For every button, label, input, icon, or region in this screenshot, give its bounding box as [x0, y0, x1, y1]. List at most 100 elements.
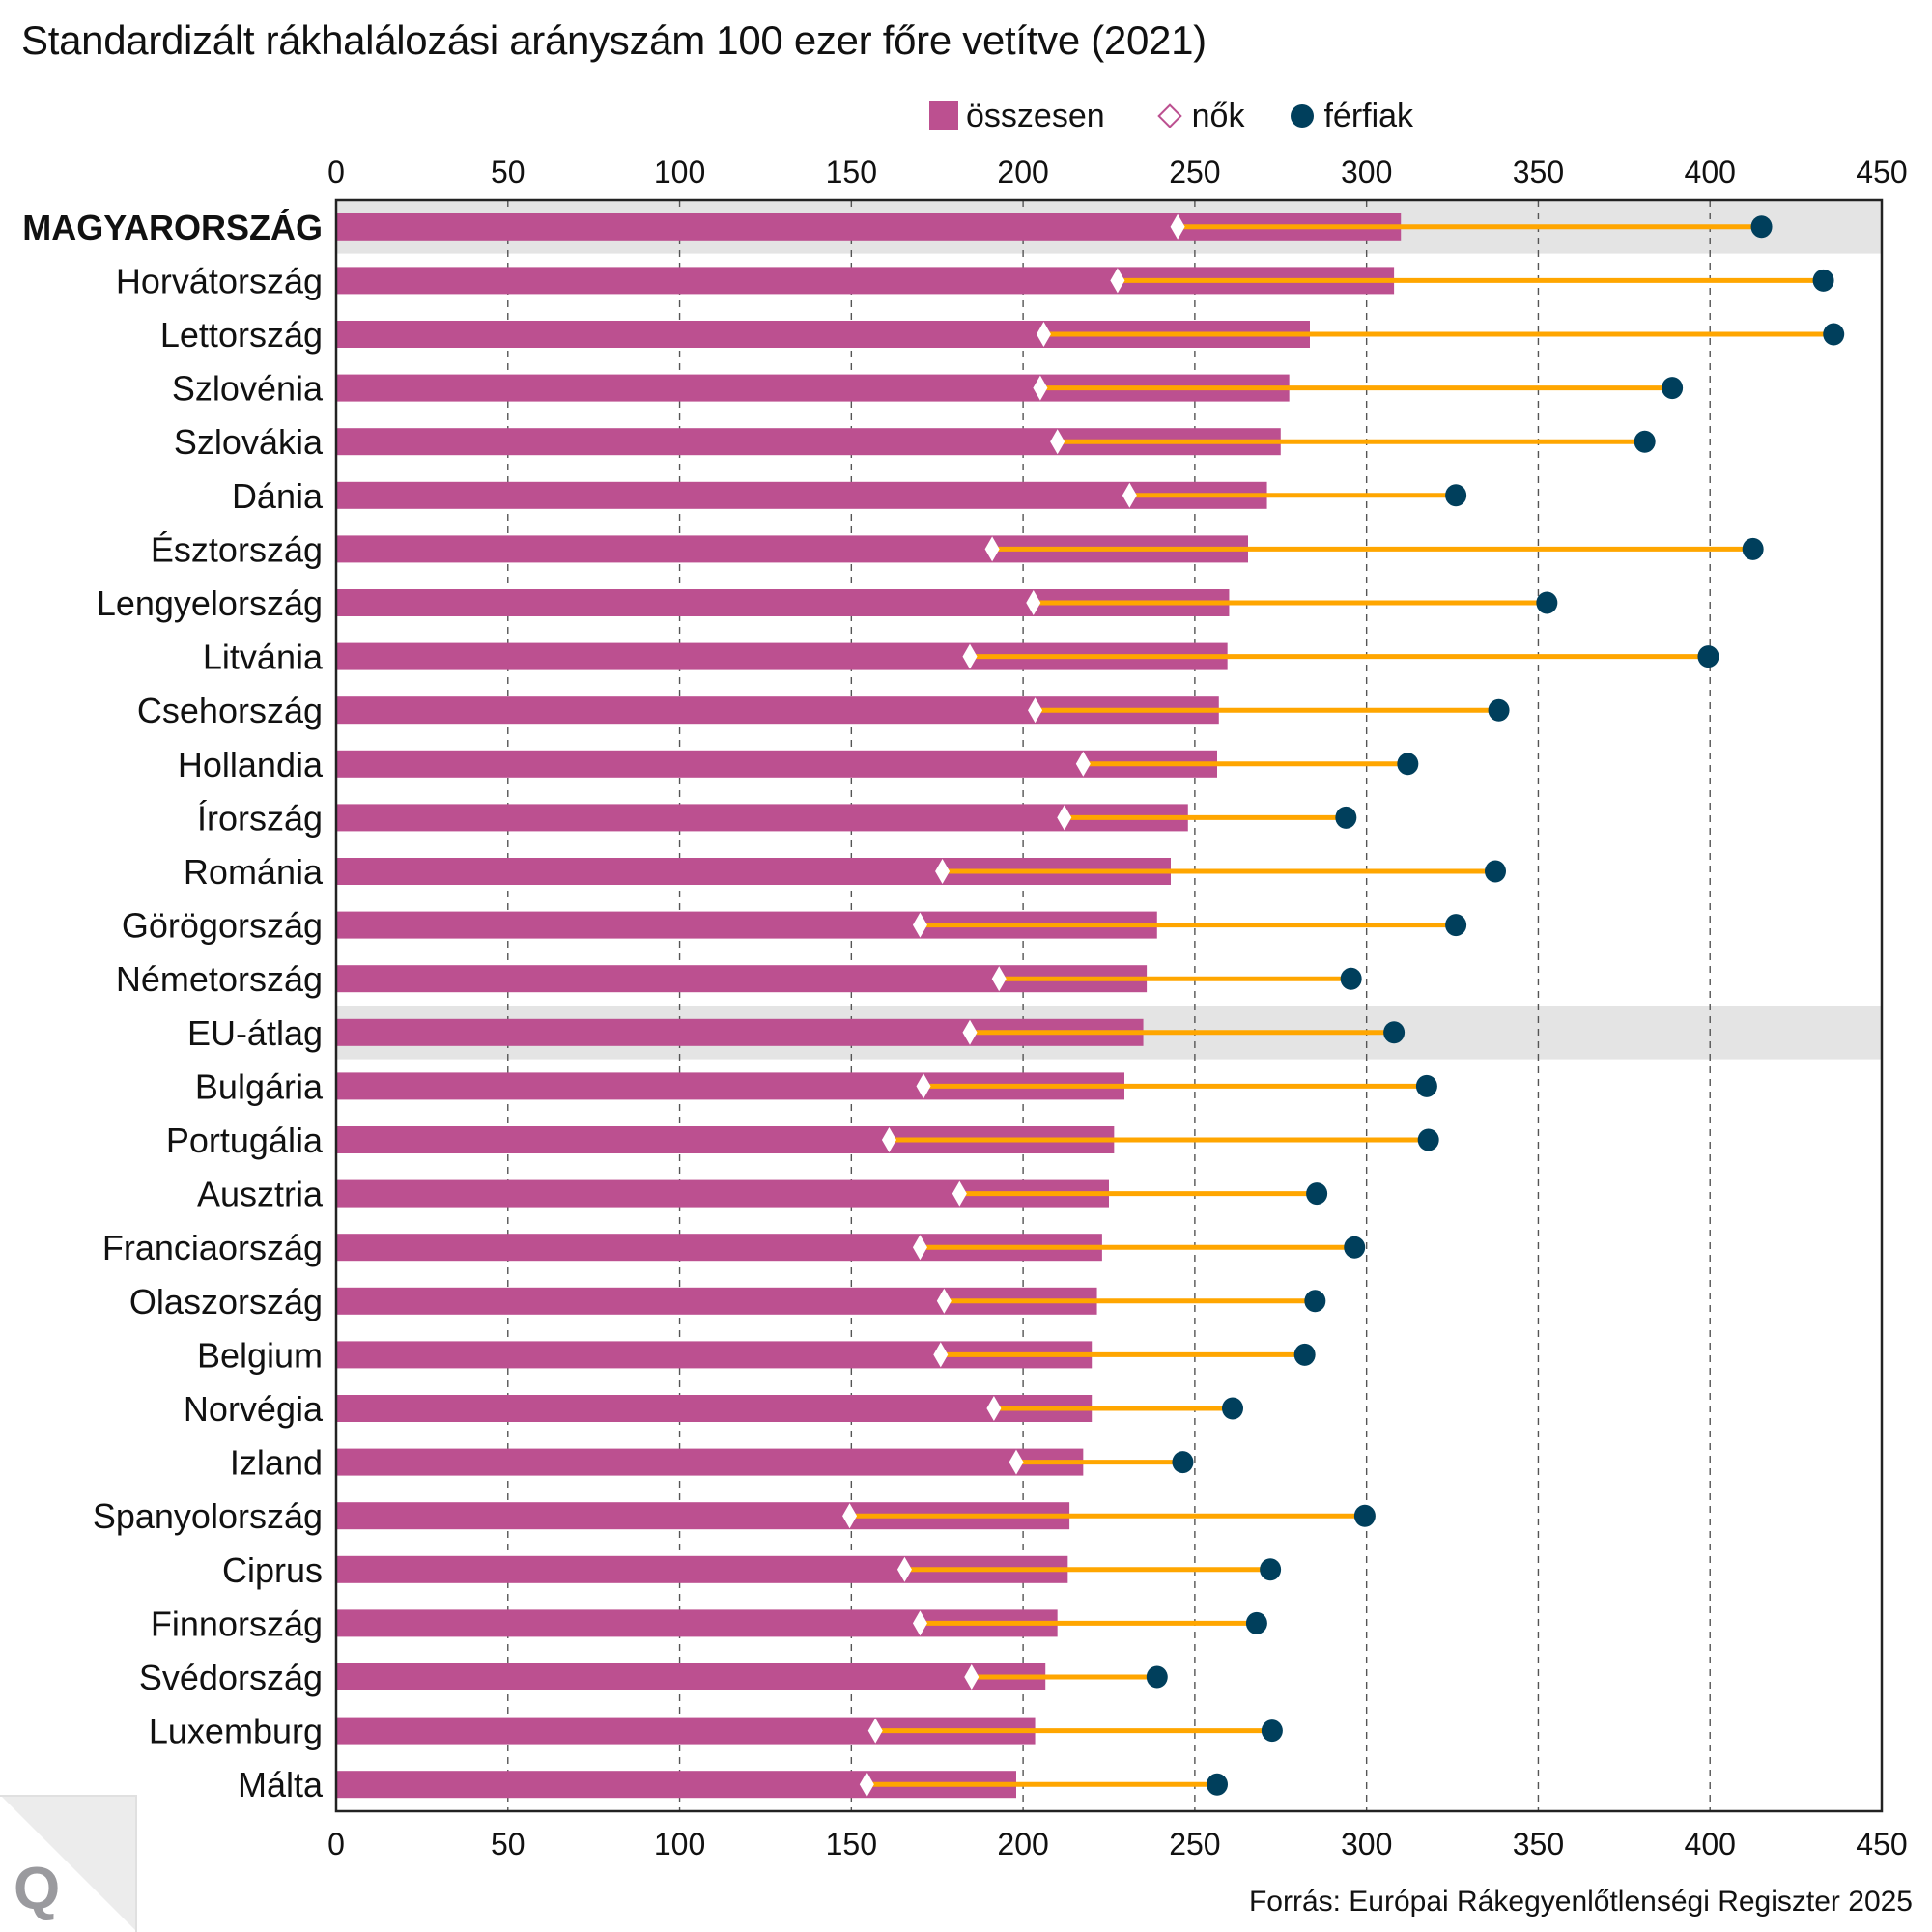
- marker-men: [1335, 806, 1357, 829]
- x-tick-label-top: 50: [491, 155, 526, 189]
- plot-frame: [334, 198, 1884, 1813]
- marker-women: [912, 1610, 927, 1636]
- category-label: Svédország: [139, 1658, 323, 1697]
- x-tick-label-top: 150: [826, 155, 877, 189]
- marker-women: [859, 1772, 874, 1798]
- logo: Q: [0, 1795, 137, 1932]
- marker-women: [935, 859, 951, 884]
- category-label: Spanyolország: [93, 1496, 323, 1536]
- category-label: Dánia: [232, 476, 324, 516]
- marker-women: [984, 536, 1000, 562]
- marker-women: [867, 1718, 883, 1744]
- category-label: Szlovénia: [172, 369, 324, 409]
- x-tick-label-bottom: 0: [327, 1827, 345, 1861]
- category-label: Luxemburg: [149, 1712, 323, 1751]
- marker-women: [962, 643, 978, 669]
- marker-women: [1110, 268, 1125, 294]
- category-label: Észtország: [151, 529, 323, 569]
- x-tick-label-bottom: 100: [654, 1827, 705, 1861]
- marker-women: [986, 1396, 1002, 1421]
- marker-men: [1304, 1290, 1326, 1313]
- category-label: Belgium: [197, 1335, 323, 1375]
- marker-men: [1261, 1719, 1283, 1743]
- legend-item-women: nők: [1151, 97, 1245, 135]
- x-tick-label-top: 450: [1856, 155, 1907, 189]
- category-label: Csehország: [137, 691, 323, 730]
- category-label: Finnország: [151, 1604, 323, 1643]
- category-label: Lettország: [160, 315, 323, 355]
- category-label: Görögország: [122, 906, 323, 946]
- marker-women: [1075, 751, 1091, 777]
- marker-men: [1445, 484, 1467, 507]
- legend-circle-icon: [1291, 104, 1315, 128]
- category-label: Szlovákia: [174, 422, 324, 462]
- source-note: Forrás: Európai Rákegyenlőtlenségi Regis…: [1248, 1886, 1913, 1918]
- marker-men: [1823, 323, 1845, 346]
- marker-men: [1260, 1558, 1282, 1581]
- marker-women: [896, 1556, 912, 1582]
- marker-women: [1026, 590, 1041, 615]
- marker-women: [936, 1288, 952, 1314]
- logo-corner-shape: [0, 1795, 137, 1932]
- marker-women: [1170, 213, 1185, 240]
- x-tick-label-bottom: 300: [1341, 1827, 1392, 1861]
- category-label: Izland: [230, 1443, 323, 1483]
- marker-women: [912, 912, 927, 938]
- marker-men: [1397, 753, 1419, 776]
- x-tick-label-bottom: 400: [1685, 1827, 1736, 1861]
- marker-men: [1383, 1021, 1406, 1044]
- marker-women: [842, 1503, 858, 1529]
- marker-men: [1485, 860, 1506, 883]
- x-tick-label-top: 0: [327, 155, 345, 189]
- x-tick-label-bottom: 150: [826, 1827, 877, 1861]
- marker-women: [1122, 482, 1137, 508]
- marker-men: [1634, 430, 1656, 453]
- chart-title: Standardizált rákhalálozási arányszám 10…: [21, 17, 1207, 63]
- x-tick-label-top: 200: [997, 155, 1048, 189]
- x-tick-label-top: 400: [1685, 155, 1736, 189]
- x-tick-label-top: 300: [1341, 155, 1392, 189]
- category-label: Horvátország: [116, 261, 323, 300]
- marker-women: [1050, 429, 1065, 455]
- marker-men: [1812, 269, 1834, 292]
- marker-men: [1146, 1665, 1168, 1689]
- marker-women: [912, 1235, 927, 1261]
- category-label: Málta: [238, 1765, 324, 1804]
- marker-men: [1222, 1397, 1243, 1420]
- legend-label-men: férfiak: [1323, 97, 1414, 134]
- marker-men: [1207, 1773, 1228, 1796]
- category-label: MAGYARORSZÁG: [22, 208, 323, 247]
- marker-men: [1417, 1128, 1439, 1151]
- x-tick-label-bottom: 350: [1513, 1827, 1564, 1861]
- legend: összesen nők férfiak: [929, 95, 1460, 137]
- legend-label-women: nők: [1191, 97, 1245, 134]
- marker-men: [1306, 1182, 1328, 1206]
- category-label: Hollandia: [178, 745, 324, 784]
- marker-men: [1293, 1343, 1316, 1366]
- marker-men: [1353, 1504, 1376, 1527]
- category-label: Norvégia: [184, 1389, 324, 1429]
- bar-total: [336, 1448, 1084, 1476]
- legend-item-total: összesen: [929, 98, 1105, 135]
- x-tick-label-bottom: 200: [997, 1827, 1048, 1861]
- bar-total: [336, 1663, 1046, 1690]
- marker-women: [1036, 322, 1051, 347]
- category-label: Olaszország: [129, 1282, 323, 1321]
- x-tick-label-top: 250: [1169, 155, 1220, 189]
- marker-men: [1172, 1451, 1194, 1474]
- marker-women: [881, 1127, 896, 1152]
- bar-total: [336, 750, 1217, 778]
- x-tick-label-bottom: 250: [1169, 1827, 1220, 1861]
- marker-women: [962, 1019, 978, 1045]
- marker-men: [1445, 914, 1467, 937]
- marker-men: [1662, 377, 1684, 400]
- marker-men: [1340, 967, 1362, 990]
- x-tick-label-bottom: 450: [1856, 1827, 1907, 1861]
- category-label: EU-átlag: [187, 1013, 323, 1053]
- category-label: Portugália: [166, 1121, 324, 1160]
- legend-label-total: összesen: [966, 97, 1105, 134]
- marker-men: [1742, 537, 1764, 560]
- marker-women: [916, 1073, 931, 1099]
- marker-men: [1488, 698, 1510, 722]
- category-label: Románia: [184, 852, 324, 892]
